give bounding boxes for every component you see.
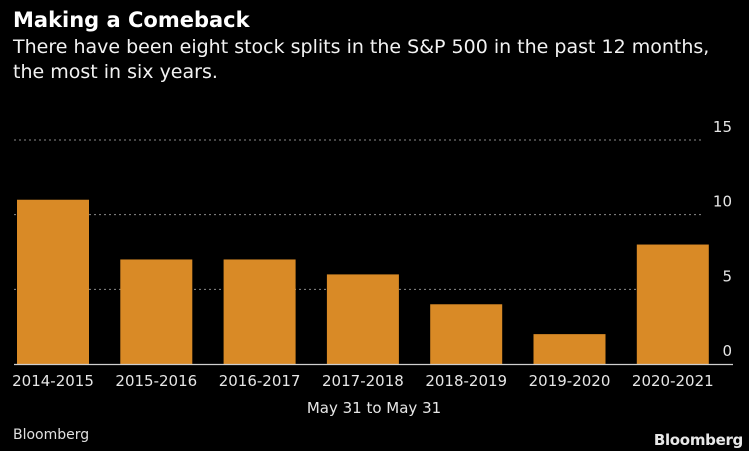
bar-2020-2021 [636, 244, 709, 364]
bar-2014-2015 [17, 199, 89, 364]
bars [17, 199, 709, 364]
bar-2016-2017 [223, 259, 296, 364]
x-tick-label: 2015-2016 [115, 372, 197, 390]
x-tick-label: 2020-2021 [632, 372, 714, 390]
chart-subtitle: There have been eight stock splits in th… [13, 36, 710, 83]
source-note: Bloomberg [13, 427, 90, 443]
chart-title: Making a Comeback [13, 8, 250, 32]
x-tick-labels: 2014-2015 2015-2016 2016-2017 2017-2018 2018… [12, 372, 714, 390]
bar-2018-2019 [430, 304, 503, 364]
x-tick-label: 2017-2018 [322, 372, 404, 390]
y-tick-label: 0 [722, 342, 732, 360]
x-axis-label: May 31 to May 31 [307, 399, 441, 417]
bar-2017-2018 [326, 274, 399, 364]
y-tick-label: 15 [713, 118, 732, 136]
y-tick-labels: 0 5 10 15 [713, 118, 732, 360]
bloomberg-logo: Bloomberg [653, 431, 743, 449]
x-tick-label: 2014-2015 [12, 372, 94, 390]
bar-2015-2016 [120, 259, 193, 364]
x-tick-label: 2016-2017 [219, 372, 301, 390]
bar-2019-2020 [533, 334, 606, 364]
gridlines [14, 139, 704, 290]
x-tick-label: 2018-2019 [425, 372, 507, 390]
y-tick-label: 5 [722, 267, 732, 285]
x-tick-label: 2019-2020 [529, 372, 611, 390]
y-tick-label: 10 [713, 193, 732, 211]
